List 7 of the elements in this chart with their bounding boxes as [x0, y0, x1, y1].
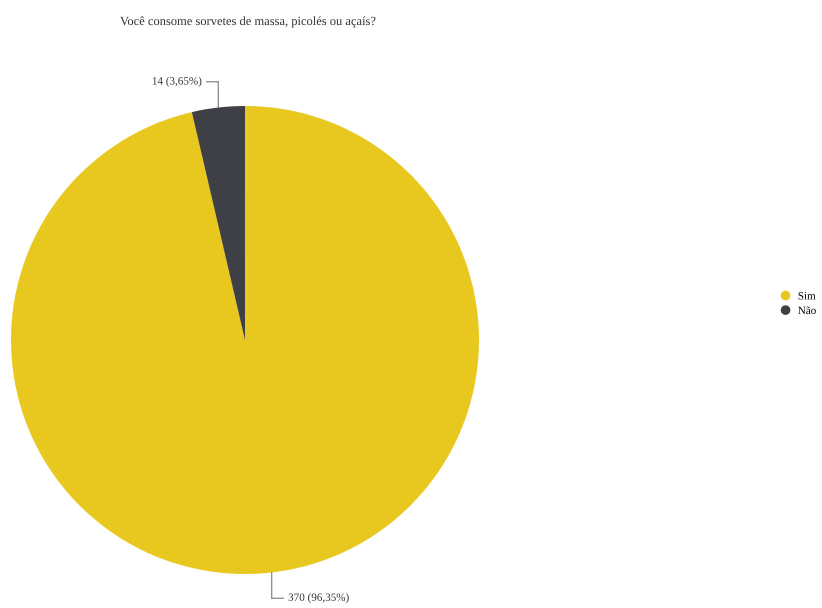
data-label: 370 (96,35%)	[288, 593, 349, 604]
legend-label: Não	[798, 306, 816, 314]
pie-slice	[11, 106, 479, 574]
pie-slice	[192, 106, 245, 340]
data-label: 14 (3,65%)	[152, 76, 202, 87]
chart-title: Você consome sorvetes de massa, picolés ou açaís?	[120, 16, 376, 28]
legend-label: Sim	[798, 292, 816, 300]
